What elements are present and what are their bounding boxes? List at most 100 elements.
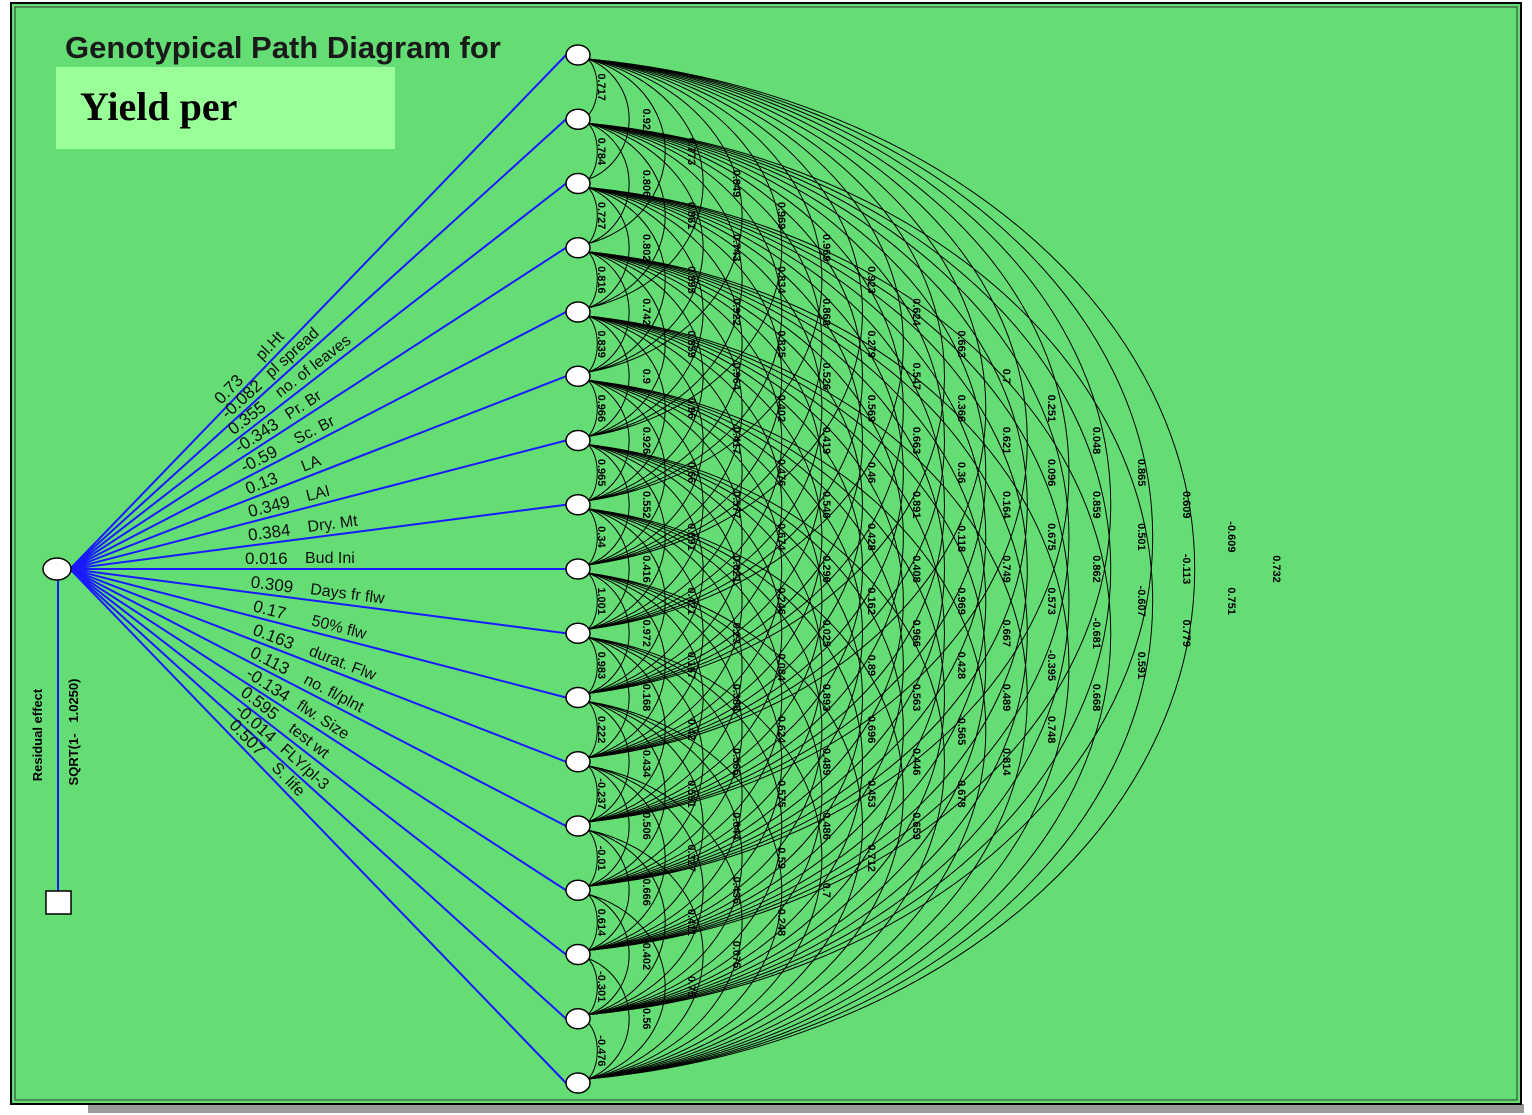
correlation-arc xyxy=(587,58,1028,823)
correlation-arc xyxy=(587,58,666,245)
correlation-value: 0.419 xyxy=(820,427,832,455)
correlation-arc xyxy=(587,379,630,502)
correlation-arc xyxy=(587,572,823,1016)
correlation-value: 0.717 xyxy=(595,73,607,101)
correlation-value: 0.162 xyxy=(865,587,877,615)
correlation-value: 0.868 xyxy=(820,298,832,326)
correlation-value: 0.546 xyxy=(820,491,832,519)
correlation-value: 0.436 xyxy=(730,876,742,904)
correlation-value: -0.681 xyxy=(1090,618,1102,649)
correlation-value: 0.575 xyxy=(775,780,787,808)
variable-name: Bud Ini xyxy=(305,550,355,567)
correlation-arc xyxy=(587,379,823,823)
correlation-arc xyxy=(587,701,666,887)
correlation-arc xyxy=(587,187,630,309)
correlation-value: 0.411 xyxy=(685,909,697,936)
correlation-arc xyxy=(587,58,987,759)
correlation-value: 0.784 xyxy=(595,138,607,166)
correlation-arc xyxy=(587,444,666,630)
correlation-arc xyxy=(587,122,598,180)
correlation-value: 0.476 xyxy=(775,459,787,487)
correlation-value: 0.923 xyxy=(865,266,877,294)
correlation-value: 0.446 xyxy=(910,748,922,776)
correlation-value: 0.816 xyxy=(595,266,607,294)
correlation-arc xyxy=(587,829,598,887)
correlation-arc xyxy=(587,508,863,1016)
correlation-value: 0.7 xyxy=(820,883,832,898)
path-line xyxy=(69,118,567,570)
correlation-arc xyxy=(587,444,823,887)
correlation-arc xyxy=(587,636,666,823)
correlation-arc xyxy=(587,187,904,759)
correlation-arc xyxy=(587,122,904,694)
correlation-value: 0.802 xyxy=(640,234,652,262)
correlation-value: 0.859 xyxy=(1090,491,1102,519)
correlation-value: -0.476 xyxy=(595,1035,607,1066)
correlation-value: 0.563 xyxy=(910,684,922,712)
correlation-value: 0.972 xyxy=(640,619,652,647)
correlation-arc xyxy=(587,315,945,951)
correlation-arc xyxy=(587,508,630,630)
correlation-arc xyxy=(587,893,666,1080)
correlation-arc xyxy=(587,251,1070,1080)
correlation-value: 0.895 xyxy=(685,266,697,294)
path-line xyxy=(69,503,567,570)
path-line xyxy=(69,568,567,956)
correlation-arc xyxy=(587,122,666,309)
correlation-value: 0.428 xyxy=(955,652,967,680)
correlation-value: 0.966 xyxy=(595,395,607,423)
variable-node xyxy=(565,172,591,195)
correlation-arc xyxy=(587,958,630,1080)
correlation-value: 0.839 xyxy=(595,330,607,358)
correlation-arc xyxy=(587,187,743,502)
correlation-value: 0.92 xyxy=(640,109,652,130)
correlation-value: 0.779 xyxy=(1180,619,1192,647)
correlation-arc xyxy=(587,1022,598,1080)
correlation-value: 0.279 xyxy=(865,330,877,358)
correlation-value: 0.501 xyxy=(1135,523,1147,551)
path-line xyxy=(69,568,567,635)
correlation-arc xyxy=(587,122,743,437)
variable-node xyxy=(565,558,591,580)
correlation-value: 0.416 xyxy=(640,555,652,583)
correlation-value: 0.849 xyxy=(730,170,742,198)
correlation-value: 0.46 xyxy=(865,462,877,483)
correlation-value: 0.048 xyxy=(1090,427,1102,455)
correlation-arc xyxy=(587,636,598,694)
correlation-arc xyxy=(587,444,630,566)
correlation-value: 0.251 xyxy=(1045,395,1057,423)
frame-shadow xyxy=(88,1104,1524,1113)
path-line xyxy=(69,54,567,570)
correlation-arc xyxy=(587,315,630,437)
correlation-arc xyxy=(587,251,630,373)
correlation-value: 0.486 xyxy=(820,812,832,840)
path-line xyxy=(69,568,567,699)
path-line xyxy=(69,311,567,570)
correlation-arc xyxy=(587,765,598,823)
correlation-arc xyxy=(587,893,630,1016)
variable-node xyxy=(565,943,591,966)
correlation-value: 0.964 xyxy=(730,362,742,390)
correlation-value: 0.164 xyxy=(1000,491,1012,519)
correlation-arc xyxy=(587,636,743,951)
residual-node xyxy=(45,890,72,915)
correlation-arc xyxy=(587,508,666,694)
correlation-value: 0.773 xyxy=(685,138,697,166)
correlation-value: 0.417 xyxy=(730,427,742,455)
variable-node xyxy=(565,815,591,837)
correlation-value: 0.969 xyxy=(775,202,787,230)
correlation-arc xyxy=(587,508,743,823)
correlation-arc xyxy=(587,58,904,630)
correlation-arc xyxy=(587,444,743,759)
correlation-arc xyxy=(587,765,666,951)
correlation-value: 0.23 xyxy=(730,623,742,644)
correlation-value: 0.859 xyxy=(685,330,697,358)
correlation-value: 0.675 xyxy=(1045,523,1057,551)
correlation-arc xyxy=(587,58,945,694)
correlation-arc xyxy=(587,58,823,502)
correlation-arc xyxy=(587,315,823,759)
correlation-value: -0.609 xyxy=(1225,521,1237,552)
correlation-value: 0.569 xyxy=(865,395,877,423)
correlation-arc xyxy=(587,379,904,951)
correlation-arc xyxy=(587,701,743,1016)
